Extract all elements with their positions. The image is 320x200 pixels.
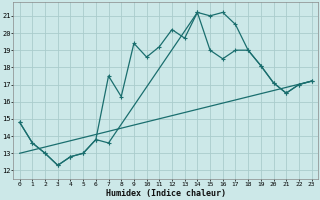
X-axis label: Humidex (Indice chaleur): Humidex (Indice chaleur) <box>106 189 226 198</box>
